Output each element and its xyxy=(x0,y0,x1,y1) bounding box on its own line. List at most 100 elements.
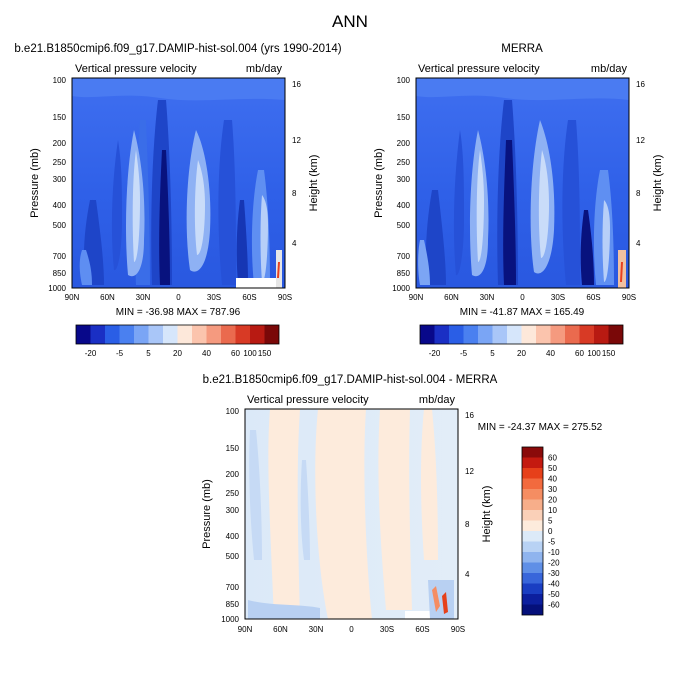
colorbar-swatch xyxy=(449,325,464,344)
y-tick-label: 500 xyxy=(397,221,411,230)
x-tick-label: 30S xyxy=(207,293,221,302)
x-tick-label: 0 xyxy=(349,625,354,634)
y-tick-label: 100 xyxy=(53,76,67,85)
panel-model-y-axis-label: Pressure (mb) xyxy=(29,148,41,218)
x-tick-label: 60N xyxy=(444,293,459,302)
colorbar-swatch xyxy=(536,325,551,344)
colorbar-swatch xyxy=(522,489,543,500)
figure-title: ANN xyxy=(332,12,368,31)
colorbar-swatch xyxy=(522,541,543,552)
colorbar-swatch xyxy=(221,325,236,344)
height-tick-label: 4 xyxy=(292,239,297,248)
colorbar-swatch xyxy=(463,325,478,344)
colorbar-swatch xyxy=(250,325,265,344)
panel-model-title: b.e21.B1850cmip6.f09_g17.DAMIP-hist-sol.… xyxy=(14,43,341,55)
height-tick-label: 4 xyxy=(636,239,641,248)
colorbar-label: -5 xyxy=(116,349,124,358)
y-tick-label: 300 xyxy=(226,506,240,515)
y-tick-label: 150 xyxy=(226,444,240,453)
colorbar-label: -10 xyxy=(548,548,560,557)
y-tick-label: 850 xyxy=(397,269,411,278)
y-tick-label: 150 xyxy=(397,113,411,122)
y-tick-label: 1000 xyxy=(48,284,66,293)
panel-model-min-max: MIN = -36.98 MAX = 787.96 xyxy=(116,307,241,318)
panel-merra-variable-label: Vertical pressure velocity xyxy=(418,63,540,75)
panel-difference-units-label: mb/day xyxy=(419,394,456,406)
height-tick-label: 12 xyxy=(292,136,301,145)
y-tick-label: 250 xyxy=(53,158,67,167)
height-tick-label: 12 xyxy=(636,136,645,145)
x-tick-label: 60S xyxy=(586,293,600,302)
colorbar-label: 5 xyxy=(548,517,553,526)
panel-merra-y-axis-label: Pressure (mb) xyxy=(373,148,385,218)
colorbar-label: 50 xyxy=(548,464,557,473)
colorbar-swatch xyxy=(522,531,543,542)
panel-model-contour-field xyxy=(72,78,285,288)
panel-model-x-ticks: 90N 60N 30N 0 30S 60S 90S xyxy=(65,293,292,302)
x-tick-label: 90S xyxy=(451,625,465,634)
colorbar-label: 20 xyxy=(548,496,557,505)
colorbar-swatch xyxy=(478,325,493,344)
colorbar-swatch xyxy=(550,325,565,344)
colorbar-swatch xyxy=(522,604,543,615)
colorbar-label: -60 xyxy=(548,601,560,610)
colorbar-swatch xyxy=(522,520,543,531)
x-tick-label: 0 xyxy=(520,293,525,302)
panel-difference-frame xyxy=(244,408,459,620)
colorbar-label: 100 xyxy=(243,349,257,358)
panel-model-units-label: mb/day xyxy=(246,63,283,75)
colorbar-swatch xyxy=(522,583,543,594)
y-tick-label: 250 xyxy=(226,489,240,498)
colorbar-label: 5 xyxy=(146,349,151,358)
colorbar-swatch xyxy=(264,325,279,344)
height-tick-label: 16 xyxy=(292,80,301,89)
colorbar-label: -50 xyxy=(548,590,560,599)
panel-difference-colorbar: 60 50 40 30 20 10 5 0 -5 -10 -20 -30 -40… xyxy=(521,446,560,616)
panel-model-y-ticks: 100 150 200 250 300 400 500 700 850 1000 xyxy=(48,76,66,293)
panel-difference-title: b.e21.B1850cmip6.f09_g17.DAMIP-hist-sol.… xyxy=(203,374,498,386)
colorbar-swatch xyxy=(579,325,594,344)
panel-difference: b.e21.B1850cmip6.f09_g17.DAMIP-hist-sol.… xyxy=(201,374,603,634)
y-tick-label: 300 xyxy=(397,175,411,184)
colorbar-swatch xyxy=(522,499,543,510)
panel-difference-y-axis-label: Pressure (mb) xyxy=(201,479,213,549)
colorbar-swatch xyxy=(522,594,543,605)
panel-difference-variable-label: Vertical pressure velocity xyxy=(247,394,369,406)
panel-merra-height-axis-label: Height (km) xyxy=(652,155,664,212)
panel-difference-height-ticks: 16 12 8 4 xyxy=(465,411,474,579)
y-tick-label: 850 xyxy=(53,269,67,278)
colorbar-swatch xyxy=(90,325,105,344)
colorbar-swatch xyxy=(608,325,623,344)
height-tick-label: 12 xyxy=(465,467,474,476)
panel-difference-contour-field xyxy=(245,409,458,619)
y-tick-label: 500 xyxy=(53,221,67,230)
colorbar-label: 60 xyxy=(575,349,584,358)
colorbar-swatch xyxy=(522,478,543,489)
y-tick-label: 1000 xyxy=(221,615,239,624)
colorbar-swatch xyxy=(492,325,507,344)
panel-difference-min-max: MIN = -24.37 MAX = 275.52 xyxy=(478,422,603,433)
colorbar-swatch xyxy=(522,447,543,458)
height-tick-label: 16 xyxy=(636,80,645,89)
y-tick-label: 850 xyxy=(226,600,240,609)
colorbar-label: -20 xyxy=(548,559,560,568)
colorbar-label: 5 xyxy=(490,349,495,358)
colorbar-label: 40 xyxy=(548,475,557,484)
panel-merra-x-ticks: 90N 60N 30N 0 30S 60S 90S xyxy=(409,293,636,302)
colorbar-swatch xyxy=(434,325,449,344)
colorbar-label: 40 xyxy=(202,349,211,358)
x-tick-label: 60N xyxy=(100,293,115,302)
colorbar-swatch xyxy=(522,573,543,584)
colorbar-label: -30 xyxy=(548,569,560,578)
height-tick-label: 4 xyxy=(465,570,470,579)
y-tick-label: 100 xyxy=(226,407,240,416)
y-tick-label: 150 xyxy=(53,113,67,122)
y-tick-label: 300 xyxy=(53,175,67,184)
colorbar-label: -40 xyxy=(548,580,560,589)
panel-merra-contour-field xyxy=(416,78,629,288)
colorbar-label: -20 xyxy=(429,349,441,358)
colorbar-swatch xyxy=(521,325,536,344)
y-tick-label: 700 xyxy=(397,252,411,261)
colorbar-label: 10 xyxy=(548,506,557,515)
